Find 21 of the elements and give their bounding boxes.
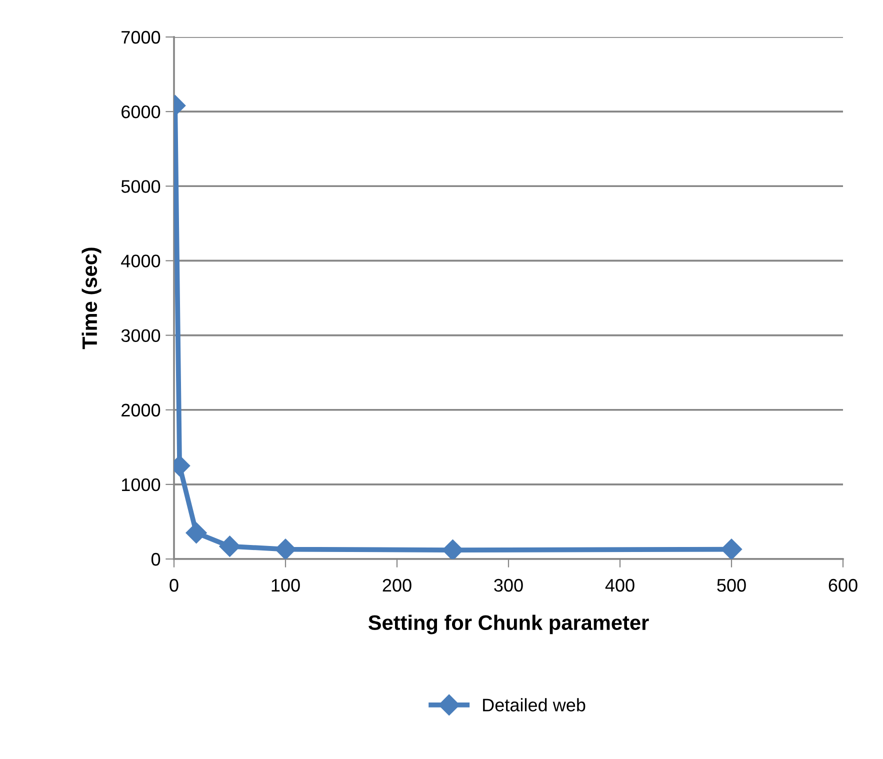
- y-tick-label: 1000: [122, 478, 160, 492]
- y-tick-label: 6000: [122, 106, 160, 118]
- x-tick-label: 600: [828, 578, 858, 592]
- x-tick-label: 0: [170, 578, 178, 592]
- x-axis-title: Setting for Chunk parameter: [368, 614, 649, 634]
- y-axis-title: Time (sec): [82, 248, 102, 350]
- x-tick-label: 400: [605, 578, 634, 592]
- x-tick-label: 100: [272, 578, 300, 592]
- y-tick-label: 0: [151, 552, 160, 566]
- x-tick-label: 500: [717, 578, 746, 592]
- y-tick-label: 4000: [121, 254, 160, 268]
- point: [186, 522, 207, 544]
- point: [219, 536, 240, 557]
- legend-label: Detailed web: [483, 698, 586, 712]
- y-tick-label: 2000: [122, 404, 160, 417]
- y-tick-label: 7000: [122, 30, 160, 44]
- y-tick-label: 3000: [121, 329, 160, 342]
- y-tick-label: 5000: [121, 180, 160, 193]
- x-tick-label: 300: [494, 578, 523, 592]
- x-tick-label: 200: [382, 578, 412, 592]
- point: [442, 540, 464, 559]
